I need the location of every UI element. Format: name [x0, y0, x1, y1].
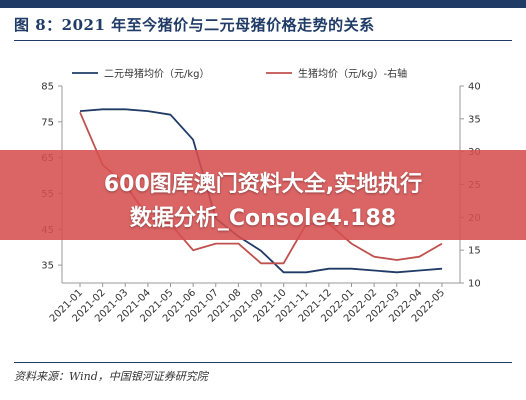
title-divider — [14, 40, 512, 41]
left-tick-label: 85 — [41, 82, 54, 93]
right-tick-label: 10 — [468, 279, 481, 290]
left-tick-label: 75 — [41, 117, 54, 128]
right-tick-label: 35 — [468, 114, 481, 125]
left-tick-label: 35 — [41, 261, 54, 272]
header-bar — [0, 0, 526, 8]
overlay-banner: 600图库澳门资料大全,实地执行 数据分析_Console4.188 — [0, 150, 526, 240]
legend-label-hog: 生猪均价（元/kg）-右轴 — [298, 67, 407, 80]
right-tick-label: 15 — [468, 246, 481, 257]
chart-title: 图 8：2021 年至今猪价与二元母猪价格走势的关系 — [14, 16, 375, 34]
overlay-text-line-2: 数据分析_Console4.188 — [129, 206, 397, 231]
legend-label-sow: 二元母猪均价（元/kg） — [104, 68, 210, 80]
right-tick-label: 40 — [468, 82, 481, 93]
overlay-text-line-1: 600图库澳门资料大全,实地执行 — [103, 172, 423, 197]
source-divider — [14, 362, 512, 363]
sow-price-line — [79, 108, 443, 274]
source-note: 资料来源：Wind，中国银河证券研究院 — [14, 370, 208, 383]
